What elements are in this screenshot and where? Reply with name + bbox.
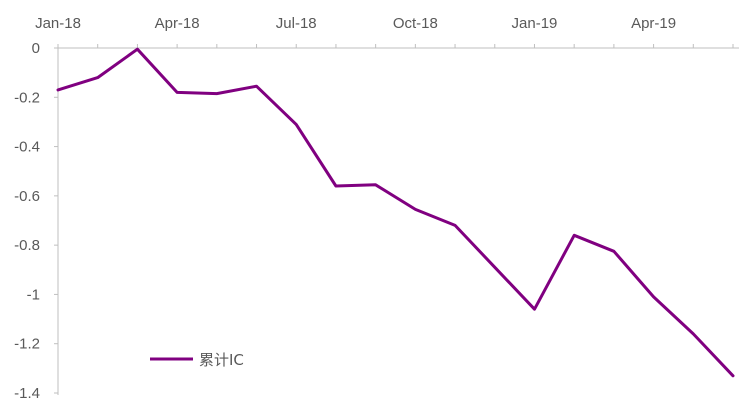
axes	[57, 47, 739, 395]
y-tick-label: -0.2	[14, 89, 40, 106]
x-tick-label: Apr-18	[155, 15, 200, 32]
y-tick-label: -0.6	[14, 188, 40, 205]
y-tick-label: -0.4	[14, 139, 40, 156]
y-tick-label: -1.2	[14, 336, 40, 353]
y-tick-labels: 0 -0.2 -0.4 -0.6 -0.8 -1 -1.2 -1.4	[14, 40, 58, 402]
x-tick-label: Jan-19	[512, 15, 558, 32]
series-line	[56, 47, 735, 378]
legend-label: 累计IC	[199, 351, 244, 369]
y-tick-label: -1	[27, 286, 40, 303]
y-tick-label: -1.4	[14, 385, 40, 402]
series-lines	[56, 47, 735, 378]
x-tick-label: Apr-19	[631, 15, 676, 32]
x-tick-label: Jul-18	[276, 15, 317, 32]
legend: 累计IC	[150, 351, 244, 369]
x-tick-label: Oct-18	[393, 15, 438, 32]
x-tick-label: Jan-18	[35, 15, 81, 32]
x-tick-labels: Jan-18 Apr-18 Jul-18 Oct-18 Jan-19 Apr-19	[35, 15, 734, 48]
y-tick-label: -0.8	[14, 237, 40, 254]
y-tick-label: 0	[32, 40, 40, 57]
